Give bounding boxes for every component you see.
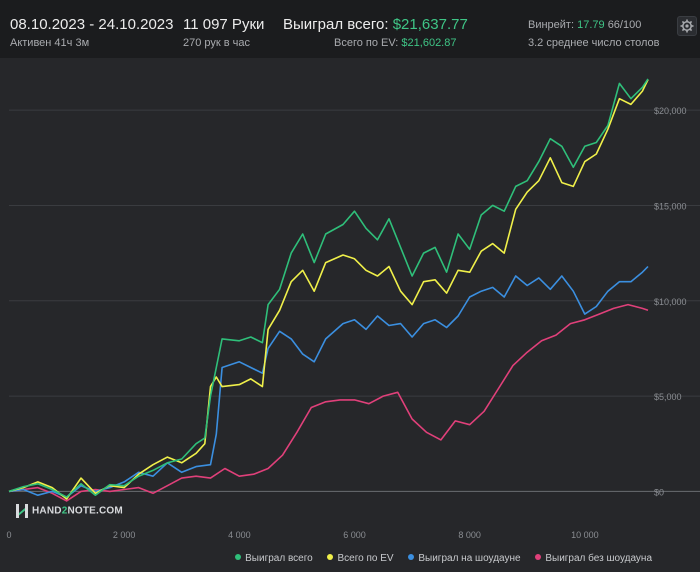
winrate-label: Винрейт: — [528, 19, 575, 31]
winrate-count: 66/100 — [607, 19, 642, 31]
legend-dot-nonshowdown — [535, 554, 542, 561]
won-total-value: $21,637.77 — [392, 16, 468, 33]
grid-lines — [9, 109, 700, 492]
legend-dot-won — [235, 554, 242, 561]
y-tick-label: $0 — [654, 487, 664, 497]
series-line-won[interactable] — [8, 78, 649, 498]
x-tick-label: 2 000 — [113, 530, 136, 540]
series-line-nonshowdown[interactable] — [8, 303, 649, 502]
axis-labels: $0 $5,000 $10,000 $15,000 $20,000 0 2 000 4 000… — [6, 106, 686, 540]
x-tick-label: 10 000 — [571, 530, 599, 540]
series-line-ev[interactable] — [8, 79, 649, 500]
x-tick-label: 4 000 — [228, 530, 251, 540]
x-tick-label: 6 000 — [343, 530, 366, 540]
y-tick-label: $20,000 — [654, 106, 687, 116]
legend-label-won: Выиграл всего — [245, 553, 313, 564]
legend-label-showdown: Выиграл на шоудауне — [418, 553, 521, 564]
chart-legend: Выиграл всего Всего по EV Выиграл на шоу… — [223, 553, 652, 564]
series-lines — [8, 78, 649, 502]
x-tick-label: 0 — [6, 530, 11, 540]
winrate: Винрейт: 17.79 66/100 — [528, 19, 641, 31]
logo-text-mid: 2 — [61, 505, 68, 517]
legend-item-won[interactable]: Выиграл всего — [235, 553, 313, 564]
logo-text-after: NOTE.COM — [67, 505, 123, 517]
y-tick-label: $5,000 — [654, 392, 682, 402]
y-tick-label: $15,000 — [654, 201, 687, 211]
settings-gear-icon[interactable] — [677, 16, 697, 36]
hands-count: 11 097 Руки — [183, 16, 265, 33]
legend-item-ev[interactable]: Всего по EV — [327, 553, 394, 564]
series-line-showdown[interactable] — [8, 265, 649, 498]
x-tick-label: 8 000 — [458, 530, 481, 540]
won-total: Выиграл всего: $21,637.77 — [283, 16, 468, 33]
date-range: 08.10.2023 - 24.10.2023 — [10, 16, 174, 33]
summary-header: 08.10.2023 - 24.10.2023 Активен 41ч 3м 1… — [0, 0, 700, 58]
ev-total-label: Всего по EV: — [334, 37, 399, 49]
y-tick-label: $10,000 — [654, 297, 687, 307]
legend-label-nonshowdown: Выиграл без шоудауна — [545, 553, 652, 564]
ev-total: Всего по EV: $21,602.87 — [334, 37, 456, 49]
logo-text-before: HAND — [32, 505, 62, 517]
legend-label-ev: Всего по EV — [337, 553, 394, 564]
won-total-label: Выиграл всего: — [283, 16, 389, 33]
legend-dot-showdown — [408, 554, 415, 561]
winrate-value: 17.79 — [577, 19, 605, 31]
hand2note-logo: HAND2NOTE.COM — [16, 504, 123, 518]
legend-item-showdown[interactable]: Выиграл на шоудауне — [408, 553, 521, 564]
avg-tables: 3.2 среднее число столов — [528, 37, 660, 49]
hands-per-hour: 270 рук в час — [183, 37, 251, 49]
hand2note-logo-icon — [16, 504, 28, 518]
active-time: Активен 41ч 3м — [10, 37, 90, 49]
ev-total-value: $21,602.87 — [401, 37, 457, 49]
legend-item-nonshowdown[interactable]: Выиграл без шоудауна — [535, 553, 652, 564]
legend-dot-ev — [327, 554, 334, 561]
